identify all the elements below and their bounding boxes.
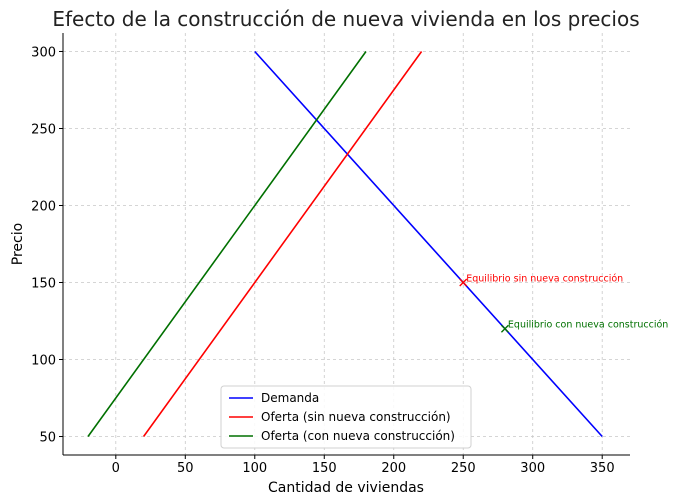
legend: Demanda Oferta (sin nueva construcción) Of…	[220, 385, 472, 449]
legend-label-2: Oferta (con nueva construcción)	[261, 429, 455, 443]
x-tick-label: 250	[451, 461, 476, 476]
annotation-label-1: Equilibrio con nueva construcción	[508, 320, 668, 331]
legend-label-1: Oferta (sin nueva construcción)	[261, 410, 451, 424]
y-tick-label: 100	[31, 354, 56, 369]
x-tick-label: 0	[112, 461, 120, 476]
series-line-2	[87, 51, 367, 437]
series-layer	[87, 50, 603, 438]
x-tick-label: 300	[520, 461, 545, 476]
y-tick-label: 250	[31, 122, 56, 137]
x-tick-label: 50	[177, 461, 194, 476]
legend-box	[220, 385, 472, 449]
y-ticks: 50 100 150 200 250 300	[31, 45, 63, 446]
y-tick-label: 150	[31, 277, 56, 292]
x-axis-label: Cantidad de viviendas	[268, 480, 424, 496]
annotation-label-0: Equilibrio sin nueva construcción	[466, 274, 623, 285]
x-tick-label: 100	[242, 461, 267, 476]
axes	[62, 33, 630, 456]
y-tick-label: 50	[39, 431, 56, 446]
y-tick-label: 200	[31, 199, 56, 214]
annotations: Equilibrio sin nueva construcción Equilib…	[459, 274, 668, 333]
grid	[63, 33, 630, 455]
legend-label-0: Demanda	[261, 391, 319, 405]
y-tick-label: 300	[31, 45, 56, 60]
chart-title: Efecto de la construcción de nueva vivie…	[52, 7, 639, 31]
x-tick-label: 150	[312, 461, 337, 476]
equilibrium-marker-1	[500, 324, 509, 333]
equilibrium-marker-0	[459, 278, 468, 287]
x-ticks: 0 50 100 150 200 250 300 350	[112, 455, 615, 476]
x-tick-label: 350	[590, 461, 615, 476]
series-line-0	[254, 50, 603, 438]
x-tick-label: 200	[381, 461, 406, 476]
series-line-1	[142, 51, 423, 437]
y-axis-label: Precio	[10, 223, 26, 265]
